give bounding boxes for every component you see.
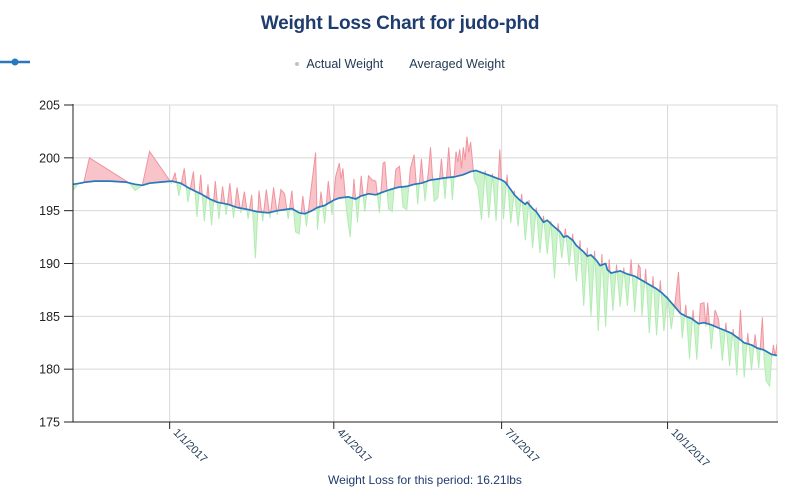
averaged-weight-line-icon (0, 58, 30, 66)
legend-actual-label: Actual Weight (306, 57, 384, 71)
legend-item-actual: Actual Weight (295, 57, 383, 71)
period-loss-caption: Weight Loss for this period: 16.21lbs (328, 473, 522, 487)
x-tick-label: 10/1/2017 (668, 427, 711, 470)
y-tick-label: 185 (39, 310, 60, 324)
x-tick-label: 4/1/2017 (335, 427, 374, 466)
legend-averaged-label: Averaged Weight (409, 57, 505, 71)
y-tick-label: 190 (39, 257, 60, 271)
actual-weight-dot-icon (295, 62, 300, 66)
x-tick-label: 7/1/2017 (502, 427, 541, 466)
y-tick-label: 200 (39, 151, 60, 165)
gridlines (73, 104, 778, 422)
legend-item-averaged: Averaged Weight (0, 57, 505, 71)
x-tick-label: 1/1/2017 (171, 427, 210, 466)
x-axis-labels: 1/1/2017 4/1/2017 7/1/2017 10/1/2017 (171, 427, 712, 470)
y-tick-label: 175 (39, 416, 60, 430)
chart-legend: Actual Weight Averaged Weight (0, 57, 800, 71)
actual-vs-averaged-fills (73, 136, 777, 388)
averaged-weight-line (72, 169, 778, 357)
actual-weight-line (73, 170, 777, 388)
y-tick-label: 205 (39, 99, 60, 113)
actual-weight-line (73, 136, 777, 356)
axes (64, 104, 778, 429)
y-tick-label: 195 (39, 204, 60, 218)
y-tick-label: 180 (39, 363, 60, 377)
page-title: Weight Loss Chart for judo-phd (260, 13, 540, 34)
y-axis-labels: 205 200 195 190 185 180 175 (39, 99, 60, 430)
